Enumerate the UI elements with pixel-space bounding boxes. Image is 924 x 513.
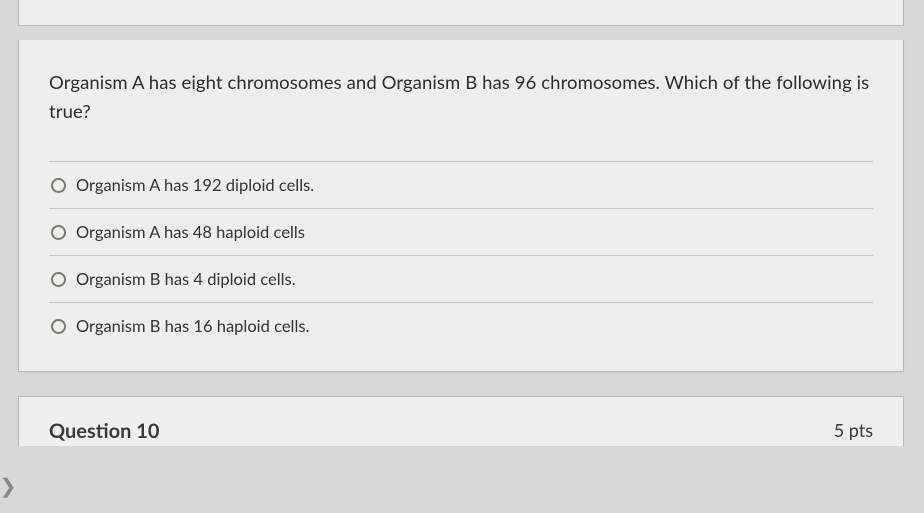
next-question-header: Question 10 5 pts <box>18 396 904 446</box>
radio-icon[interactable] <box>51 225 66 240</box>
chevron-right-icon[interactable]: ❯ <box>0 466 16 506</box>
option-label: Organism A has 48 haploid cells <box>76 222 305 242</box>
option-row[interactable]: Organism B has 4 diploid cells. <box>49 255 873 302</box>
spacer <box>0 26 910 40</box>
radio-icon[interactable] <box>51 178 66 193</box>
options-list: Organism A has 192 diploid cells. Organi… <box>19 155 903 371</box>
option-row[interactable]: Organism A has 192 diploid cells. <box>49 161 873 208</box>
next-question-points: 5 pts <box>834 419 873 441</box>
next-question-title: Question 10 <box>49 419 159 443</box>
option-label: Organism B has 4 diploid cells. <box>76 269 296 289</box>
option-label: Organism B has 16 haploid cells. <box>76 316 309 336</box>
radio-icon[interactable] <box>51 272 66 287</box>
option-label: Organism A has 192 diploid cells. <box>76 175 314 195</box>
option-row[interactable]: Organism A has 48 haploid cells <box>49 208 873 255</box>
question-prompt: Organism A has eight chromosomes and Org… <box>19 40 903 155</box>
quiz-page: Organism A has eight chromosomes and Org… <box>0 0 924 513</box>
question-card: Organism A has eight chromosomes and Org… <box>18 40 904 372</box>
option-row[interactable]: Organism B has 16 haploid cells. <box>49 302 873 349</box>
previous-question-stub <box>18 0 904 26</box>
radio-icon[interactable] <box>51 319 66 334</box>
